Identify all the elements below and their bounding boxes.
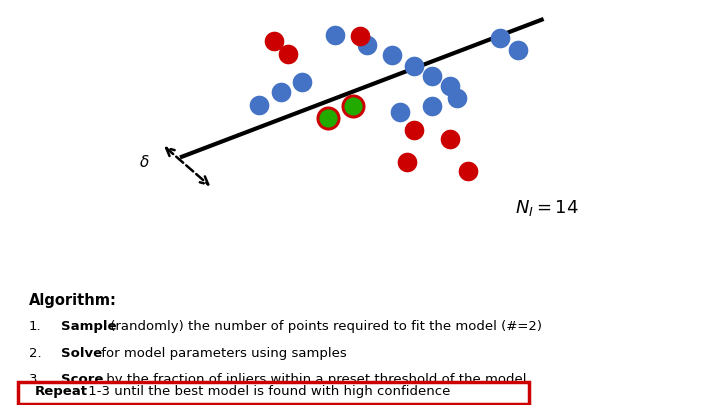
Point: [268, 38, 279, 44]
Text: Sample: Sample: [61, 320, 117, 333]
Point: [347, 103, 359, 110]
Point: [253, 102, 265, 108]
Point: [387, 52, 398, 59]
Text: 3.: 3.: [29, 373, 42, 386]
Text: Repeat: Repeat: [35, 384, 88, 398]
Text: (randomly) the number of points required to fit the model (#=2): (randomly) the number of points required…: [106, 320, 542, 333]
FancyBboxPatch shape: [18, 382, 529, 404]
Point: [394, 109, 405, 115]
Point: [297, 79, 308, 85]
Text: Score: Score: [61, 373, 104, 386]
Point: [408, 126, 420, 133]
Text: Solve: Solve: [61, 347, 102, 360]
Point: [361, 42, 373, 49]
Text: by the fraction of inliers within a preset threshold of the model: by the fraction of inliers within a pres…: [102, 373, 526, 386]
Text: Algorithm:: Algorithm:: [29, 293, 117, 308]
Point: [275, 89, 287, 95]
Point: [444, 83, 456, 89]
Point: [495, 35, 506, 41]
Point: [444, 135, 456, 142]
Point: [282, 51, 294, 57]
Point: [329, 32, 341, 38]
Text: $N_I = 14$: $N_I = 14$: [516, 198, 579, 218]
Point: [401, 159, 413, 165]
Point: [354, 33, 366, 40]
Text: 2.: 2.: [29, 347, 42, 360]
Point: [451, 94, 463, 101]
Point: [322, 115, 333, 122]
Point: [347, 103, 359, 110]
Point: [322, 115, 333, 122]
Text: $\delta$: $\delta$: [139, 154, 149, 170]
Point: [462, 167, 474, 174]
Text: 1-3 until the best model is found with high confidence: 1-3 until the best model is found with h…: [84, 384, 450, 398]
Text: 1.: 1.: [29, 320, 42, 333]
Point: [513, 46, 524, 53]
Point: [408, 62, 420, 69]
Point: [426, 103, 438, 110]
Text: for model parameters using samples: for model parameters using samples: [97, 347, 347, 360]
Point: [426, 72, 438, 79]
